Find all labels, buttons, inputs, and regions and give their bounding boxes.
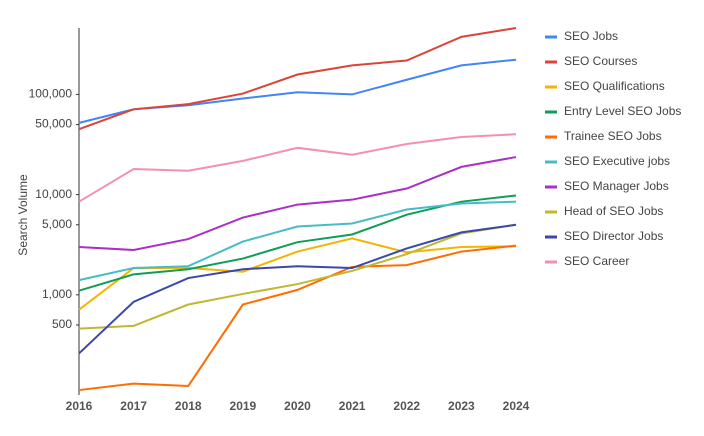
series-line bbox=[78, 200, 517, 282]
x-tick-label: 2018 bbox=[175, 399, 202, 413]
series-line bbox=[78, 156, 517, 252]
y-tick-label: 10,000 bbox=[35, 187, 72, 201]
legend-label: Trainee SEO Jobs bbox=[564, 129, 662, 143]
x-tick-label: 2019 bbox=[230, 399, 257, 413]
series-line bbox=[78, 133, 517, 203]
x-tick-label: 2024 bbox=[503, 399, 530, 413]
x-tick-label: 2017 bbox=[120, 399, 147, 413]
legend-label: SEO Manager Jobs bbox=[564, 179, 669, 193]
y-tick-label: 1,000 bbox=[42, 287, 72, 301]
y-tick-label: 100,000 bbox=[29, 87, 73, 101]
x-tick-label: 2023 bbox=[448, 399, 475, 413]
series-line bbox=[78, 58, 517, 124]
legend-label: SEO Director Jobs bbox=[564, 229, 663, 243]
y-tick-label: 500 bbox=[52, 317, 72, 331]
legend-label: SEO Career bbox=[564, 254, 629, 268]
y-axis-label: Search Volume bbox=[16, 174, 30, 256]
series-line bbox=[78, 27, 517, 131]
y-tick-label: 5,000 bbox=[42, 217, 72, 231]
series-line bbox=[78, 223, 517, 330]
legend-label: SEO Courses bbox=[564, 54, 637, 68]
legend-label: SEO Jobs bbox=[564, 29, 618, 43]
legend-label: SEO Executive jobs bbox=[564, 154, 670, 168]
x-tick-label: 2021 bbox=[339, 399, 366, 413]
legend-label: Head of SEO Jobs bbox=[564, 204, 663, 218]
series-line bbox=[78, 194, 517, 292]
series-line bbox=[78, 244, 517, 392]
legend-label: SEO Qualifications bbox=[564, 79, 665, 93]
x-tick-label: 2016 bbox=[66, 399, 93, 413]
legend-label: Entry Level SEO Jobs bbox=[564, 104, 681, 118]
series-line bbox=[78, 223, 517, 355]
x-tick-label: 2020 bbox=[284, 399, 311, 413]
x-tick-label: 2022 bbox=[393, 399, 420, 413]
y-tick-label: 50,000 bbox=[35, 117, 72, 131]
